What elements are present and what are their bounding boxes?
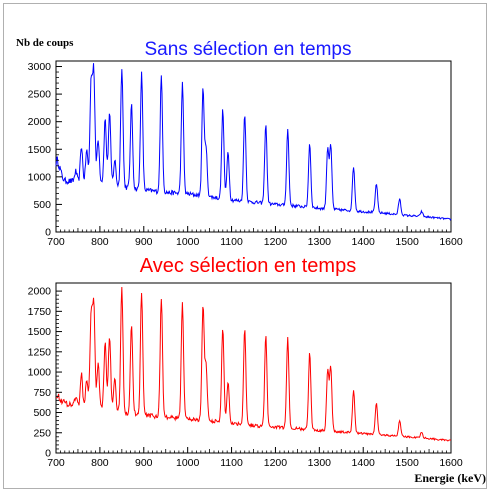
top-x-tick-label: 1500 xyxy=(395,236,419,248)
top-y-tick-label: 2000 xyxy=(28,116,52,128)
bottom-panel: Avec sélection en temps 700 800 900 1000 110… xyxy=(28,255,486,485)
top-x-tick-label: 1300 xyxy=(308,236,332,248)
top-x-tick-label: 1100 xyxy=(220,236,243,248)
top-x-tick-label: 900 xyxy=(135,236,153,248)
figure-frame xyxy=(3,3,487,489)
bottom-x-tick-label: 800 xyxy=(91,457,109,469)
bottom-x-tick-label: 1300 xyxy=(308,457,332,469)
bottom-y-tick-label: 250 xyxy=(33,427,51,439)
top-y-tick-label: 1500 xyxy=(28,144,52,156)
bottom-x-tick-label: 900 xyxy=(135,457,153,469)
top-y-tick-label: 2500 xyxy=(28,89,52,101)
bottom-plot-frame xyxy=(55,282,452,454)
bottom-y-tick-label: 1250 xyxy=(28,346,52,358)
bottom-x-tick-label: 1400 xyxy=(352,457,376,469)
top-y-axis-label: Nb de coups xyxy=(16,37,74,49)
bottom-x-tick-label: 1100 xyxy=(220,457,243,469)
bottom-x-tick-label: 1600 xyxy=(439,457,463,469)
top-y-tick-label: 3000 xyxy=(28,61,52,73)
top-x-tick-label: 1000 xyxy=(176,236,200,248)
top-x-tick-label: 1400 xyxy=(352,236,376,248)
top-x-tick-label: 700 xyxy=(47,236,65,248)
top-y-tick-label: 500 xyxy=(33,199,51,211)
bottom-x-tick-label: 1000 xyxy=(176,457,200,469)
top-plot-frame xyxy=(55,60,452,233)
bottom-y-tick-label: 2000 xyxy=(28,286,52,298)
top-series-line xyxy=(55,63,452,221)
top-panel: Sans sélection en temps Nb de coups 700 8… xyxy=(16,37,463,248)
bottom-y-tick-label: 500 xyxy=(33,407,51,419)
bottom-x-axis-label: Energie (keV) xyxy=(414,471,486,485)
top-y-tick-label: 1000 xyxy=(28,171,52,183)
bottom-x-tick-label: 1200 xyxy=(264,457,288,469)
top-y-tick-label: 0 xyxy=(45,227,51,239)
bottom-y-tick-label: 1500 xyxy=(28,326,52,338)
bottom-series-line xyxy=(55,287,452,442)
bottom-y-tick-label: 750 xyxy=(33,387,51,399)
bottom-axes: 700 800 900 1000 1100 1200 1300 1400 1500 1600 0 25… xyxy=(28,286,463,469)
top-x-tick-label: 800 xyxy=(91,236,109,248)
bottom-y-tick-label: 0 xyxy=(45,448,51,460)
top-axes: 700 800 900 1000 1100 1200 1300 1400 1500 1600 0 50… xyxy=(28,61,463,248)
bottom-x-tick-label: 700 xyxy=(47,457,65,469)
top-x-tick-label: 1200 xyxy=(264,236,288,248)
bottom-y-tick-label: 1000 xyxy=(28,367,52,379)
top-chart-title: Sans sélection en temps xyxy=(144,39,351,60)
top-x-tick-label: 1600 xyxy=(439,236,463,248)
bottom-x-tick-label: 1500 xyxy=(395,457,419,469)
bottom-y-tick-label: 1750 xyxy=(28,306,52,318)
bottom-chart-title: Avec sélection en temps xyxy=(140,255,356,277)
